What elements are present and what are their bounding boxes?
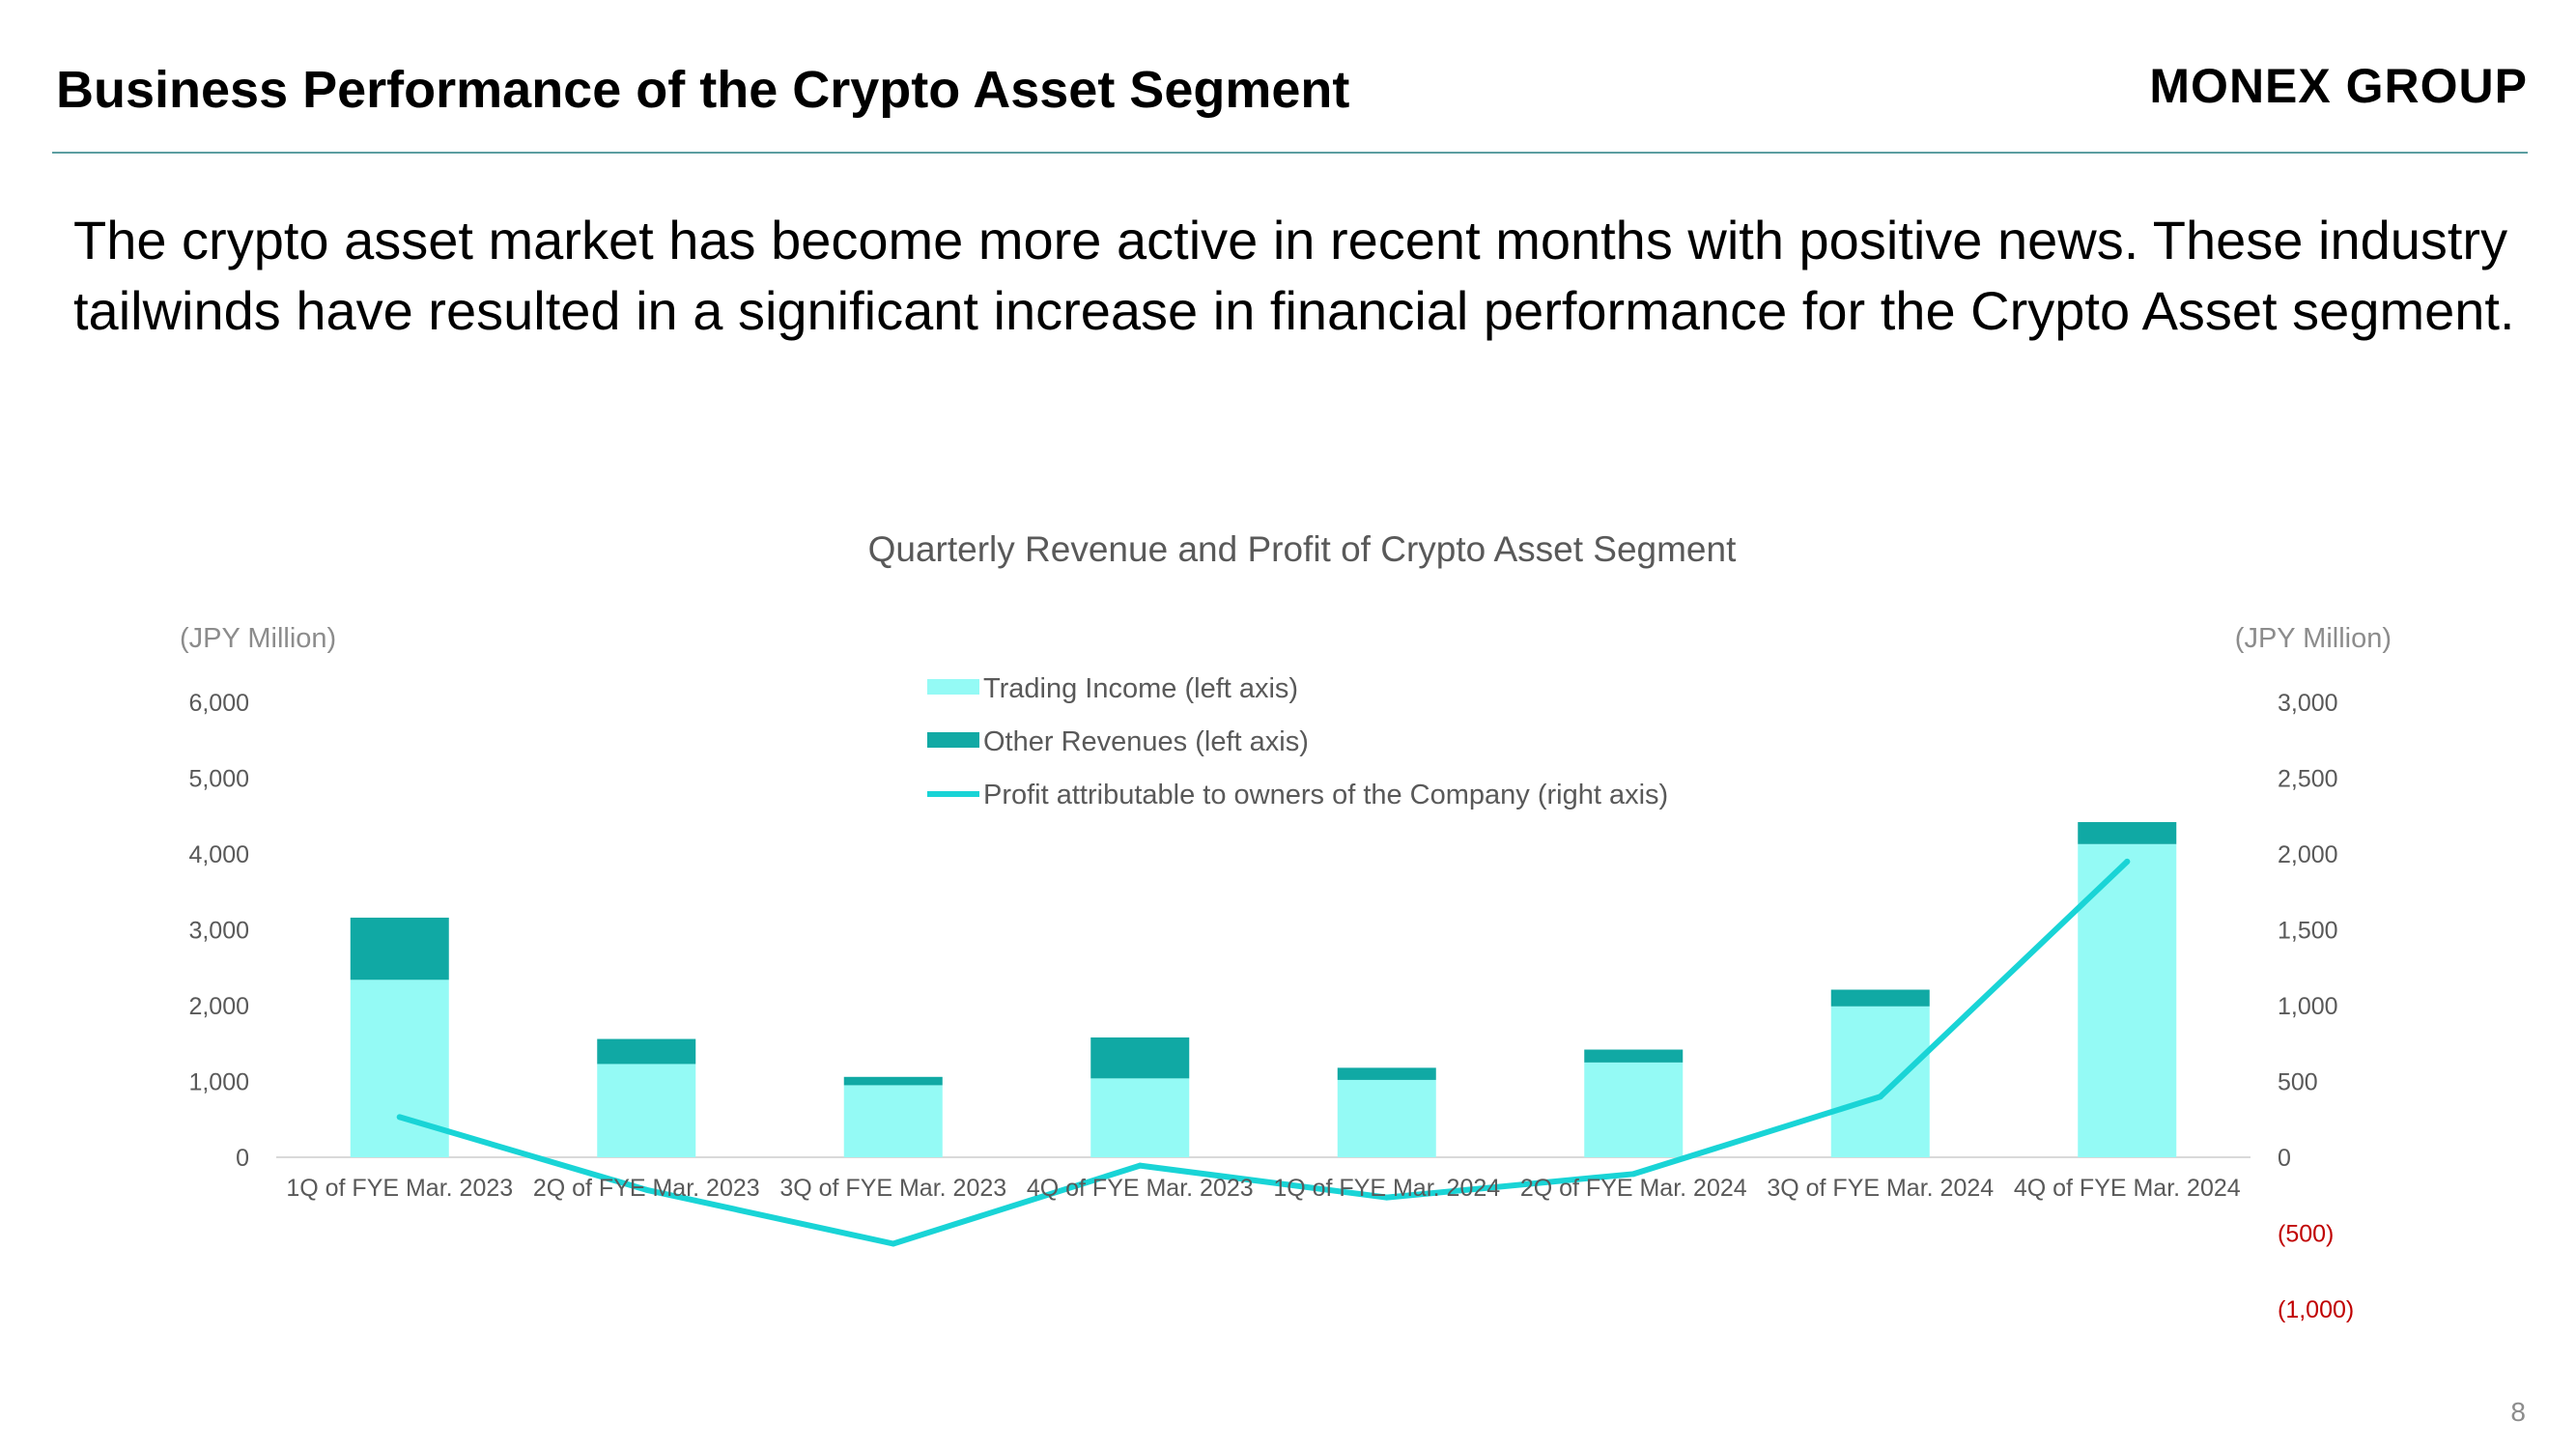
bar-trading-income xyxy=(1090,1078,1190,1157)
bar-other-revenues xyxy=(597,1038,696,1065)
bar-other-revenues xyxy=(350,917,449,980)
left-axis-ticks: 0 1,000 2,000 3,000 4,000 5,000 6,000 xyxy=(188,690,249,1172)
bar-other-revenues xyxy=(843,1076,943,1086)
left-axis-unit: (JPY Million) xyxy=(180,623,336,654)
category-label: 2Q of FYE Mar. 2023 xyxy=(533,1175,760,1202)
legend-item-profit: Profit attributable to owners of the Com… xyxy=(927,780,1668,810)
bar-other-revenues xyxy=(1584,1049,1684,1063)
right-tick-label: 2,000 xyxy=(2278,841,2338,868)
left-tick-label: 6,000 xyxy=(188,690,249,717)
category-label: 4Q of FYE Mar. 2023 xyxy=(1027,1175,1254,1202)
profit-point xyxy=(1383,1194,1390,1201)
profit-point xyxy=(890,1240,896,1247)
left-tick-label: 3,000 xyxy=(188,918,249,945)
right-tick-label: 500 xyxy=(2278,1069,2318,1096)
bar-trading-income xyxy=(1584,1062,1684,1157)
bar-trading-income xyxy=(1337,1079,1436,1157)
category-label: 1Q of FYE Mar. 2023 xyxy=(286,1175,513,1202)
right-tick-label: 3,000 xyxy=(2278,690,2338,717)
legend-label-trading-income: Trading Income (left axis) xyxy=(983,673,1298,704)
legend-label-other-revenues: Other Revenues (left axis) xyxy=(983,726,1309,757)
legend: Trading Income (left axis) Other Revenue… xyxy=(927,673,1668,810)
bar-trading-income xyxy=(1830,1006,1930,1157)
category-label: 1Q of FYE Mar. 2024 xyxy=(1273,1175,1500,1202)
slide-title: Business Performance of the Crypto Asset… xyxy=(56,61,1350,119)
profit-point xyxy=(643,1186,650,1193)
category-labels: 1Q of FYE Mar. 2023 2Q of FYE Mar. 2023 3Q… xyxy=(286,1175,2240,1202)
left-tick-label: 0 xyxy=(236,1145,249,1172)
bar-trading-income xyxy=(597,1064,696,1157)
right-tick-label: 0 xyxy=(2278,1145,2291,1172)
legend-item-trading-income: Trading Income (left axis) xyxy=(927,673,1298,704)
category-label: 3Q of FYE Mar. 2023 xyxy=(779,1175,1006,1202)
chart-title: Quarterly Revenue and Profit of Crypto A… xyxy=(868,529,1737,569)
page-number: 8 xyxy=(2510,1397,2526,1427)
right-tick-label: 1,500 xyxy=(2278,918,2338,945)
profit-point xyxy=(1630,1171,1637,1178)
left-tick-label: 2,000 xyxy=(188,993,249,1020)
profit-line xyxy=(396,858,2131,1247)
profit-point xyxy=(2124,858,2131,865)
bar-trading-income xyxy=(843,1085,943,1157)
bar-other-revenues xyxy=(1830,989,1930,1007)
lead-paragraph: The crypto asset market has become more … xyxy=(73,210,2515,341)
category-label: 3Q of FYE Mar. 2024 xyxy=(1767,1175,1994,1202)
bar-other-revenues xyxy=(1090,1037,1190,1079)
left-tick-label: 5,000 xyxy=(188,766,249,793)
title-divider xyxy=(52,152,2528,154)
bar-trading-income xyxy=(350,980,449,1157)
left-tick-label: 1,000 xyxy=(188,1069,249,1096)
bar-other-revenues xyxy=(2078,822,2177,844)
right-tick-label: (1,000) xyxy=(2278,1296,2354,1323)
right-tick-label: 1,000 xyxy=(2278,993,2338,1020)
profit-point xyxy=(396,1114,403,1121)
right-tick-label: (500) xyxy=(2278,1221,2334,1248)
left-tick-label: 4,000 xyxy=(188,841,249,868)
right-tick-label: 2,500 xyxy=(2278,766,2338,793)
right-axis-unit: (JPY Million) xyxy=(2235,623,2392,654)
profit-point xyxy=(1137,1162,1144,1169)
legend-swatch-trading-income xyxy=(927,679,979,695)
category-label: 4Q of FYE Mar. 2024 xyxy=(2014,1175,2241,1202)
company-logo: MONEX GROUP xyxy=(2149,59,2528,113)
category-label: 2Q of FYE Mar. 2024 xyxy=(1520,1175,1747,1202)
bars xyxy=(350,822,2177,1157)
legend-item-other-revenues: Other Revenues (left axis) xyxy=(927,726,1309,757)
legend-label-profit: Profit attributable to owners of the Com… xyxy=(983,780,1668,810)
bar-other-revenues xyxy=(1337,1067,1436,1080)
profit-line-layer xyxy=(396,858,2131,1247)
legend-swatch-other-revenues xyxy=(927,732,979,748)
right-axis-ticks: (1,000) (500) 0 500 1,000 1,500 2,000 2,500 3,00… xyxy=(2278,690,2354,1323)
profit-point xyxy=(1877,1094,1883,1100)
